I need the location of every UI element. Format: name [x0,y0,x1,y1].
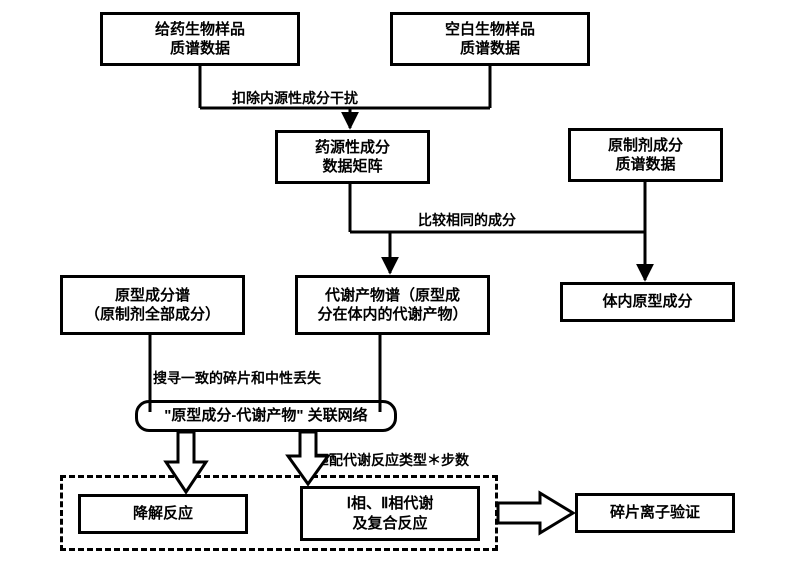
node-network: "原型成分-代谢产物" 关联网络 [135,400,397,432]
node-label: 体内原型成分 [602,292,692,312]
node-prototype-profile: 原型成分谱（原制剂全部成分） [60,275,245,335]
node-label: 原型成分谱（原制剂全部成分） [85,286,220,325]
node-label: "原型成分-代谢产物" 关联网络 [164,406,367,426]
node-label: 空白生物样品质谱数据 [445,20,535,59]
node-label: Ⅰ相、Ⅱ相代谢及复合反应 [347,494,434,533]
node-label: 碎片离子验证 [610,503,700,523]
node-fragment-verify: 碎片离子验证 [575,493,735,533]
node-drug-sample: 给药生物样品质谱数据 [100,12,300,66]
node-data-matrix: 药源性成分数据矩阵 [275,130,430,184]
edge-label-3: 搜寻一致的碎片和中性丢失 [153,368,321,388]
node-label: 降解反应 [133,504,193,524]
node-invivo-prototype: 体内原型成分 [560,282,735,322]
edge-label-4: 匹配代谢反应类型＊步数 [315,450,469,470]
node-phase-metabolism: Ⅰ相、Ⅱ相代谢及复合反应 [300,486,480,541]
node-label: 药源性成分数据矩阵 [315,138,390,177]
node-metabolite-profile: 代谢产物谱（原型成分在体内的代谢产物） [295,275,490,335]
thick-arrow-horiz [498,493,573,533]
node-label: 给药生物样品质谱数据 [155,20,245,59]
node-label: 代谢产物谱（原型成分在体内的代谢产物） [317,286,467,325]
node-blank-sample: 空白生物样品质谱数据 [390,12,590,66]
edge-label-2: 比较相同的成分 [418,210,516,230]
node-label: 原制剂成分质谱数据 [608,136,683,175]
node-formulation-data: 原制剂成分质谱数据 [568,128,723,182]
node-degradation: 降解反应 [78,494,248,534]
edge-label-1: 扣除内源性成分干扰 [232,88,358,108]
